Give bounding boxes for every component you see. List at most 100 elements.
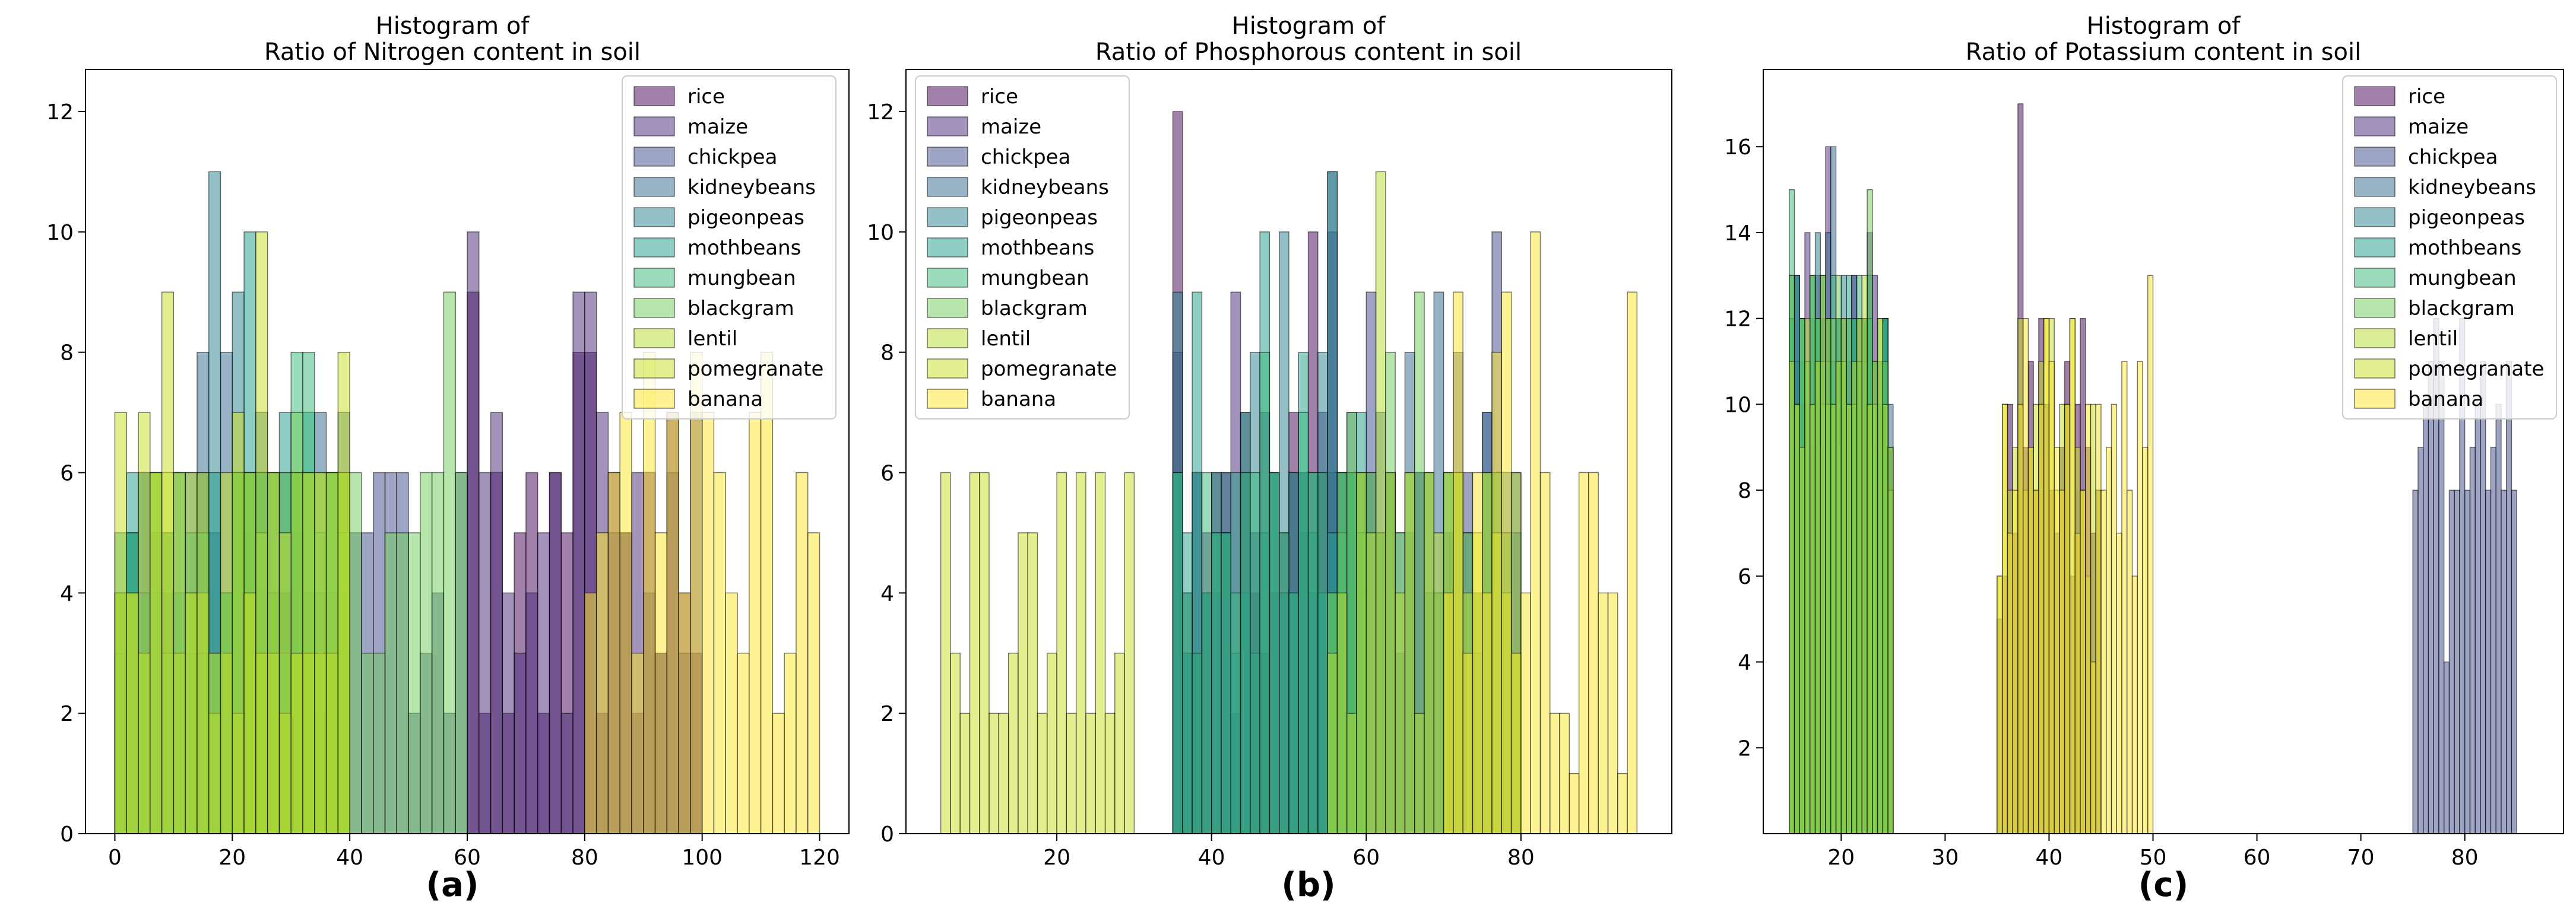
bar-lentil-2 xyxy=(1799,447,1805,834)
bar-banana-12 xyxy=(1559,713,1570,834)
bar-banana-27 xyxy=(2137,361,2143,834)
bar-maize-5 xyxy=(525,592,538,834)
panel-caption: (a) xyxy=(426,866,479,904)
legend-swatch-maize xyxy=(927,116,968,136)
y-tick-label: 10 xyxy=(46,221,74,245)
legend-label-chickpea: chickpea xyxy=(981,145,1070,169)
bar-lentil-13 xyxy=(1856,317,1863,834)
bar-lentil-18 xyxy=(1882,403,1889,834)
bar-banana-22 xyxy=(2111,403,2117,834)
bar-banana-8 xyxy=(2038,403,2045,834)
bar-banana-11 xyxy=(2054,447,2060,834)
bar-pomegranate-2 xyxy=(138,412,151,834)
y-tick-label: 10 xyxy=(867,221,894,245)
bar-lentil-5 xyxy=(1814,361,1821,834)
bar-maize-6 xyxy=(537,532,550,834)
bar-mungbean-7 xyxy=(1240,472,1251,834)
bar-banana-3 xyxy=(619,412,632,834)
bar-chickpea-1 xyxy=(2417,447,2424,834)
bar-mungbean-9 xyxy=(1259,351,1270,834)
bar-lentil-1 xyxy=(1794,403,1800,834)
bar-lentil-6 xyxy=(1820,275,1826,834)
bar-chickpea-14 xyxy=(2485,490,2492,834)
bar-chickpea-16 xyxy=(2495,403,2502,834)
legend-swatch-pomegranate xyxy=(2354,358,2396,379)
bar-chickpea-12 xyxy=(2474,403,2481,834)
bar-banana-6 xyxy=(2027,447,2034,834)
bar-chickpea-13 xyxy=(2480,361,2486,834)
y-tick-label: 6 xyxy=(60,461,74,485)
bar-pomegranate-5 xyxy=(988,713,1000,834)
bar-banana-20 xyxy=(2100,490,2107,834)
bar-banana-9 xyxy=(690,351,703,834)
y-tick-label: 2 xyxy=(60,702,74,726)
y-tick-label: 12 xyxy=(867,100,894,125)
bar-lentil-5 xyxy=(1375,171,1386,834)
x-tick-label: 80 xyxy=(2451,846,2479,870)
y-tick-label: 2 xyxy=(880,702,894,726)
bar-lentil-11 xyxy=(1433,532,1444,834)
bar-pomegranate-12 xyxy=(1056,472,1067,834)
bar-banana-14 xyxy=(1578,472,1589,834)
x-tick-label: 70 xyxy=(2347,846,2375,870)
bar-banana-19 xyxy=(2095,403,2102,834)
bar-mungbean-15 xyxy=(1317,472,1328,834)
bar-banana-11 xyxy=(1550,713,1560,834)
bar-pomegranate-17 xyxy=(314,472,327,834)
bar-lentil-9 xyxy=(1835,361,1842,834)
legend-swatch-rice xyxy=(2354,86,2396,106)
bar-pomegranate-6 xyxy=(998,713,1009,834)
bar-pomegranate-19 xyxy=(1124,472,1135,834)
bar-banana-0 xyxy=(1997,576,2003,834)
legend-swatch-maize xyxy=(2354,116,2396,136)
legend-label-mothbeans: mothbeans xyxy=(981,236,1094,260)
bar-pomegranate-1 xyxy=(950,653,961,834)
plot-frame xyxy=(905,69,1672,834)
legend-label-maize: maize xyxy=(687,115,748,139)
bar-pomegranate-15 xyxy=(290,653,303,834)
bar-lentil-7 xyxy=(1825,317,1832,834)
y-tick-label: 10 xyxy=(1724,393,1751,417)
legend-label-kidneybeans: kidneybeans xyxy=(981,176,1109,199)
y-tick-label: 8 xyxy=(1738,479,1751,503)
chart-title-line1: Histogram of xyxy=(2087,12,2241,40)
x-tick-label: 120 xyxy=(799,846,840,870)
bar-banana-18 xyxy=(2090,661,2096,834)
bar-pomegranate-10 xyxy=(1037,713,1048,834)
bar-pomegranate-10 xyxy=(232,412,245,834)
x-tick-label: 20 xyxy=(1827,846,1855,870)
bar-banana-13 xyxy=(2064,403,2071,834)
bar-banana-16 xyxy=(772,713,785,834)
bar-chickpea-3 xyxy=(2428,361,2434,834)
legend-label-blackgram: blackgram xyxy=(2408,297,2515,320)
legend-swatch-rice xyxy=(927,86,968,106)
legend-label-lentil: lentil xyxy=(2408,327,2458,351)
bar-mungbean-14 xyxy=(1307,472,1319,834)
x-tick-label: 50 xyxy=(2140,846,2167,870)
bar-chickpea-11 xyxy=(2469,447,2476,834)
bar-chickpea-0 xyxy=(2412,490,2419,834)
chart-title-line1: Histogram of xyxy=(1232,12,1386,40)
bar-mungbean-4 xyxy=(1211,532,1222,834)
legend-label-chickpea: chickpea xyxy=(2408,145,2498,169)
bar-banana-0 xyxy=(1443,592,1454,834)
bar-pomegranate-7 xyxy=(1007,653,1019,834)
legend-swatch-lentil xyxy=(2354,328,2396,348)
bar-pomegranate-18 xyxy=(1114,653,1125,834)
bar-banana-6 xyxy=(654,532,668,834)
bar-maize-7 xyxy=(549,472,562,834)
bar-banana-25 xyxy=(2127,490,2133,834)
bar-pomegranate-9 xyxy=(1027,532,1038,834)
bar-mungbean-6 xyxy=(1230,592,1241,834)
legend-label-pomegranate: pomegranate xyxy=(981,357,1117,381)
legend-swatch-mothbeans xyxy=(633,237,675,258)
legend-swatch-chickpea xyxy=(633,147,675,167)
bar-pomegranate-13 xyxy=(1066,713,1077,834)
bar-chickpea-17 xyxy=(2501,490,2507,834)
bar-banana-2 xyxy=(1462,653,1474,834)
bar-lentil-9 xyxy=(1414,713,1425,834)
legend-label-maize: maize xyxy=(2408,115,2469,139)
bar-pomegranate-14 xyxy=(1075,472,1086,834)
